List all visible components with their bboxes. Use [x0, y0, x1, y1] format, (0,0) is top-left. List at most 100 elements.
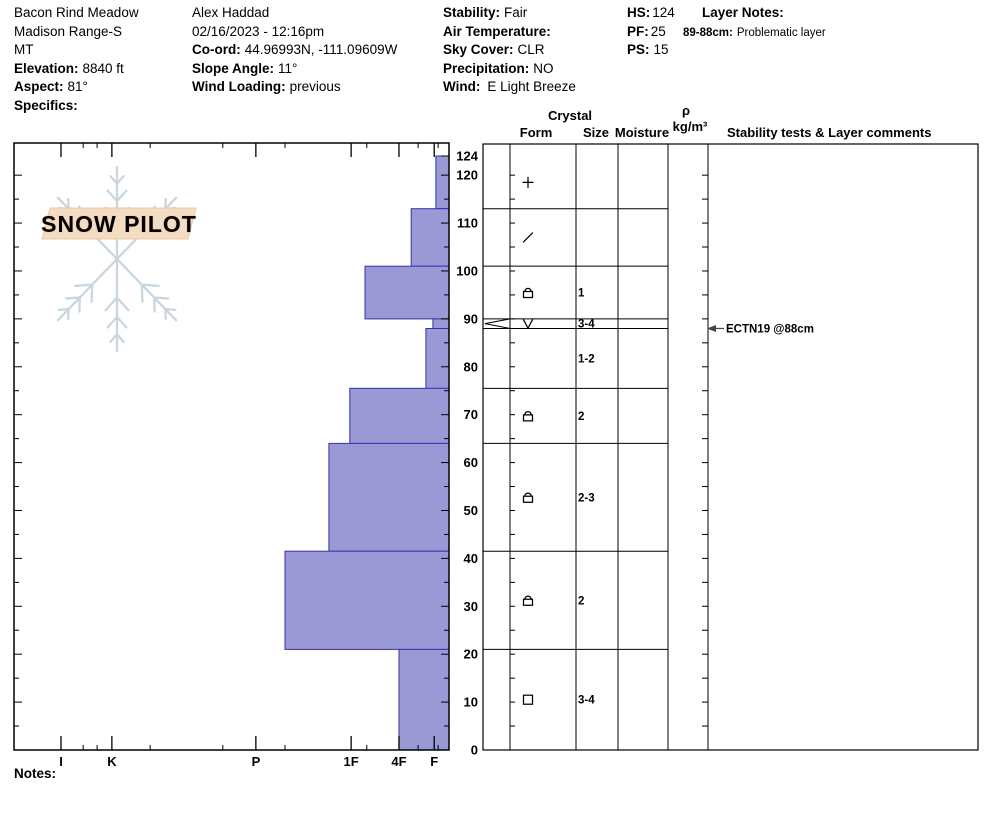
- hs-value: 124: [652, 5, 675, 20]
- hs-line: HS: 124: [627, 4, 675, 23]
- depth-tick-label: 70: [464, 407, 478, 422]
- layer-bar: [425, 328, 450, 389]
- hardness-tick-label: 4F: [391, 754, 406, 769]
- crystal-size-value: 3-4: [578, 319, 595, 331]
- hardness-tick-label: K: [107, 754, 117, 769]
- aspect-line: Aspect: 81°: [14, 78, 139, 97]
- coord-line: Co-ord: 44.96993N, -111.09609W: [192, 41, 397, 60]
- wind-loading-label: Wind Loading:: [192, 79, 286, 95]
- totals-block: HS: 124 PF: 25 PS: 15: [627, 4, 675, 60]
- crystal-slash-icon: [522, 232, 534, 243]
- crystal-surfacehoar-icon: [522, 319, 534, 330]
- depth-tick-label: 20: [464, 647, 478, 662]
- hardness-tick-label: I: [59, 754, 63, 769]
- observer-block: Alex Haddad 02/16/2023 - 12:16pm Co-ord:…: [192, 4, 397, 97]
- conditions-block: Stability: Fair Air Temperature: Sky Cove…: [443, 4, 576, 97]
- sky-cover-line: Sky Cover: CLR: [443, 41, 576, 60]
- layer-note-item: 89-88cm: Problematic layer: [683, 26, 826, 41]
- sky-cover-value: CLR: [517, 42, 545, 58]
- form-header: Form: [519, 125, 553, 140]
- site-name: Bacon Rind Meadow: [14, 5, 139, 20]
- precip-value: NO: [533, 60, 554, 76]
- wind-value: E Light Breeze: [487, 79, 576, 95]
- stability-test-annotation: ECTN19 @88cm: [726, 324, 814, 336]
- elevation-value: 8840 ft: [82, 60, 124, 76]
- crystal-size-value: 1: [578, 288, 585, 300]
- pf-line: PF: 25: [627, 23, 675, 42]
- depth-tick-label: 80: [464, 359, 478, 374]
- density-unit-header: kg/m³: [672, 119, 708, 134]
- wind-loading-value: previous: [289, 79, 341, 95]
- layer-notes-title: Layer Notes:: [702, 5, 784, 20]
- layer-bar: [435, 155, 450, 210]
- chart-frame: [13, 142, 450, 751]
- precip-label: Precipitation:: [443, 60, 530, 76]
- layer-bar: [410, 208, 450, 267]
- depth-tick-label: 100: [456, 264, 478, 279]
- crystal-facet-icon: [522, 694, 534, 705]
- site-state: MT: [14, 42, 34, 58]
- depth-tick-label: 120: [456, 168, 478, 183]
- depth-tick-label: 60: [464, 455, 478, 470]
- layer-bar: [349, 387, 450, 444]
- crystal-roundfacet-icon: [522, 411, 534, 422]
- air-temp-line: Air Temperature:: [443, 23, 576, 42]
- logo-text: SNOW PILOT: [41, 211, 197, 237]
- crystal-roundfacet-icon: [522, 595, 534, 606]
- ps-line: PS: 15: [627, 41, 675, 60]
- hardness-tick-label: 1F: [344, 754, 359, 769]
- hardness-tick-label: P: [252, 754, 261, 769]
- notes-label: Notes:: [14, 766, 57, 781]
- wind-line: Wind: E Light Breeze: [443, 78, 576, 97]
- layer-bar: [432, 318, 450, 329]
- layer-bar: [398, 648, 450, 751]
- comments-header: Stability tests & Layer comments: [727, 125, 932, 140]
- pit-datetime: 02/16/2023 - 12:16pm: [192, 23, 325, 39]
- crystal-size-value: 2: [578, 411, 584, 423]
- coord-label: Co-ord:: [192, 42, 241, 58]
- depth-tick-label: 30: [464, 599, 478, 614]
- precip-line: Precipitation: NO: [443, 60, 576, 79]
- layer-bar: [328, 442, 450, 552]
- depth-tick-label: 10: [464, 695, 478, 710]
- sky-cover-label: Sky Cover:: [443, 42, 514, 58]
- crystal-size-value: 3-4: [578, 695, 595, 707]
- stability-value: Fair: [504, 5, 528, 20]
- layer-note-text: Problematic layer: [736, 27, 826, 39]
- crystal-plus-icon: [522, 176, 534, 188]
- elevation-label: Elevation:: [14, 60, 79, 76]
- air-temp-label: Air Temperature:: [443, 23, 551, 39]
- crystal-roundfacet-icon: [522, 287, 534, 299]
- layer-note-depth: 89-88cm:: [683, 27, 733, 39]
- slope-angle-line: Slope Angle: 11°: [192, 60, 397, 79]
- slope-angle-value: 11°: [278, 60, 298, 76]
- crystal-roundfacet-icon: [522, 492, 534, 503]
- location-block: Bacon Rind Meadow Madison Range-S MT Ele…: [14, 4, 139, 116]
- wind-label: Wind:: [443, 79, 481, 95]
- elevation-line: Elevation: 8840 ft: [14, 60, 139, 79]
- depth-tick-label: 40: [464, 551, 478, 566]
- layer-bar: [284, 550, 450, 650]
- crystal-size-value: 2: [578, 595, 584, 607]
- ps-label: PS:: [627, 42, 650, 58]
- crystal-header: Crystal: [547, 108, 593, 123]
- site-range: Madison Range-S: [14, 23, 123, 39]
- moisture-header: Moisture: [614, 125, 670, 140]
- depth-tick-label: 110: [457, 216, 478, 231]
- depth-tick-label: 0: [471, 743, 478, 758]
- size-header: Size: [582, 125, 610, 140]
- ps-value: 15: [653, 42, 669, 58]
- aspect-value: 81°: [67, 79, 88, 95]
- specifics-label: Specifics:: [14, 97, 78, 113]
- crystal-size-value: 1-2: [578, 353, 595, 365]
- annotation-arrow-icon: [707, 324, 716, 332]
- specifics-line: Specifics:: [14, 97, 139, 116]
- coord-value: 44.96993N, -111.09609W: [244, 42, 398, 58]
- observer-name: Alex Haddad: [192, 5, 270, 20]
- layer-table-frame: [482, 143, 979, 751]
- layer-bar: [364, 265, 450, 320]
- depth-tick-label: 90: [464, 311, 478, 326]
